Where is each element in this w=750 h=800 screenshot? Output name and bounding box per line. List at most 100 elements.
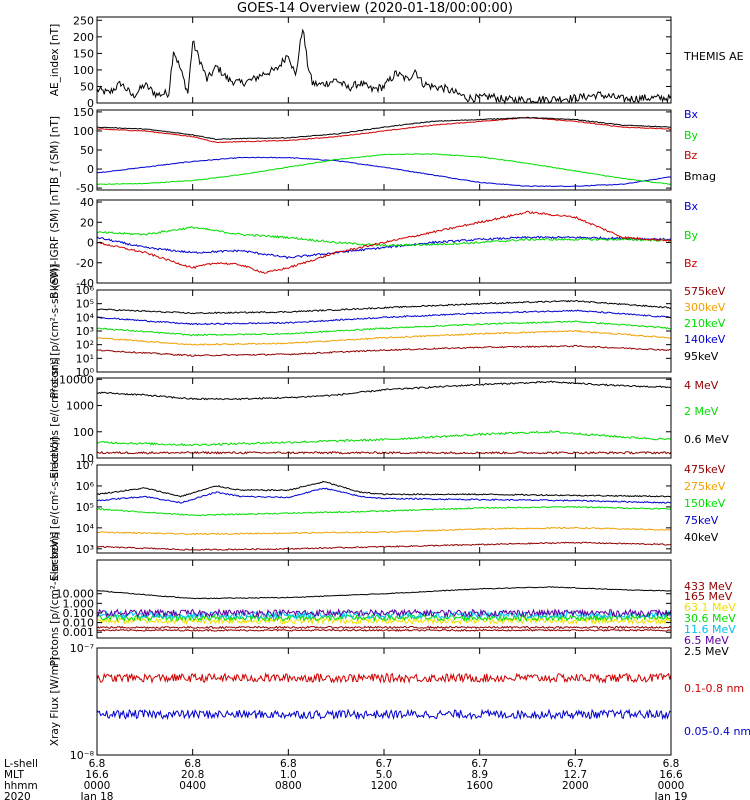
legend-entry: 575keV: [684, 285, 726, 298]
series-line: [96, 487, 672, 504]
y-axis-label: Protons [p/(cm²-s-sr-keV)]: [49, 264, 61, 399]
y-tick-label: 10⁻⁷: [70, 642, 94, 655]
series-line: [97, 344, 672, 357]
series-line: [96, 628, 672, 632]
legend-entry: 0.1-0.8 nm: [684, 682, 744, 695]
series-line: [96, 28, 672, 105]
panel-frame: [96, 16, 672, 104]
legend-entry: 165 MeV: [684, 590, 733, 603]
series-line: [96, 116, 671, 141]
legend-entry: 300keV: [684, 301, 726, 314]
legend-entry: By: [684, 229, 699, 242]
x-axis-tick-label: 16.6: [659, 769, 683, 781]
x-axis-tick-label: 2000: [562, 780, 589, 792]
y-axis-label: Electrons [e/(cm²-s-sr-keV)]: [49, 437, 61, 581]
y-tick-label: 100: [73, 125, 94, 138]
y-tick-label: 10⁴: [76, 311, 95, 324]
y-tick-label: 10⁵: [76, 501, 94, 514]
legend-entry: Bx: [684, 200, 699, 213]
x-axis-tick-label: 20.8: [181, 769, 204, 781]
x-axis-tick-label: 6.7: [567, 758, 584, 770]
x-axis-tick-label: 0800: [275, 780, 302, 792]
y-tick-label: 10⁴: [76, 522, 95, 535]
legend-entry: By: [684, 129, 699, 142]
y-tick-label: -40: [76, 277, 94, 290]
y-tick-label: 100: [73, 64, 94, 77]
legend-entry: 210keV: [684, 317, 726, 330]
series-line: [96, 320, 671, 337]
legend-entry: 40keV: [684, 531, 719, 544]
legend-entry: 0.05-0.4 nm: [684, 725, 750, 738]
legend-entry: Bz: [684, 149, 698, 162]
series-line: [96, 671, 672, 685]
y-tick-label: 10⁰: [76, 366, 95, 379]
y-axis-label: Protons [p/(cm²-s-sr-keV)]: [49, 532, 61, 667]
panel-frame: [96, 199, 672, 284]
series-line: [96, 608, 672, 619]
legend-entry: 2 MeV: [684, 405, 719, 418]
y-tick-label: 50: [80, 80, 94, 93]
x-axis-tick-label: 16.6: [85, 769, 109, 781]
y-axis-label: Electrons [e/(cm²-s-sr)]: [49, 357, 61, 478]
y-tick-label: 1.000: [63, 597, 95, 610]
y-tick-label: 100: [73, 426, 94, 439]
y-axis-label: Xray Flux [W/m²]: [49, 657, 61, 746]
panel-frame: [96, 559, 672, 639]
legend-entry: THEMIS AE: [683, 50, 744, 63]
y-axis-label: B (SM)-IGRF (SM) [nT]: [49, 184, 61, 299]
y-tick-label: 10⁶: [76, 284, 95, 297]
legend-entry: 30.6 MeV: [684, 612, 736, 625]
x-axis-tick-label: 6.8: [663, 758, 680, 770]
x-axis-row-label: MLT: [4, 769, 24, 781]
y-tick-label: 10³: [76, 543, 94, 556]
y-tick-label: 40: [80, 196, 94, 209]
x-axis-tick-label: 1.0: [280, 769, 297, 781]
x-axis-tick-label: 6.7: [471, 758, 488, 770]
y-tick-label: 150: [73, 106, 94, 119]
y-tick-label: 0: [87, 237, 94, 250]
legend-entry: 11.6 MeV: [684, 623, 736, 636]
y-tick-label: 50: [80, 144, 94, 157]
panel-frame: [96, 647, 672, 756]
y-tick-label: 10: [80, 452, 94, 465]
series-line: [96, 615, 672, 626]
x-axis-tick-label: 5.0: [376, 769, 393, 781]
x-axis-row-label: L-shell: [4, 758, 38, 770]
y-tick-label: 10⁵: [76, 298, 94, 311]
legend-entry: 140keV: [684, 333, 726, 346]
legend-entry: 95keV: [684, 350, 719, 363]
series-line: [96, 480, 672, 498]
y-tick-label: 0.100: [63, 607, 95, 620]
x-axis-tick-label: 6.8: [280, 758, 297, 770]
y-tick-label: 10³: [76, 325, 94, 338]
x-axis-tick-label: 12.7: [564, 769, 587, 781]
y-tick-label: 20: [80, 216, 94, 229]
legend-entry: 6.5 MeV: [684, 634, 729, 647]
legend-entry: 63.1 MeV: [684, 601, 736, 614]
y-tick-label: 10⁻⁸: [70, 749, 95, 762]
series-line: [96, 329, 672, 346]
x-axis-tick-label: 6.8: [89, 758, 106, 770]
y-tick-label: 200: [73, 31, 94, 44]
title: GOES-14 Overview (2020-01-18/00:00:00): [237, 1, 513, 16]
x-axis-row-label: hhmm: [4, 780, 38, 792]
legend-entry: 4 MeV: [684, 379, 719, 392]
y-tick-label: 10000: [59, 373, 94, 386]
y-tick-label: 0: [87, 163, 94, 176]
legend-entry: 150keV: [684, 497, 726, 510]
series-line: [96, 226, 672, 247]
series-line: [96, 116, 672, 144]
series-line: [96, 235, 672, 260]
legend-entry: 275keV: [684, 480, 726, 493]
legend-entry: 75keV: [684, 514, 719, 527]
series-line: [96, 210, 672, 274]
y-tick-label: 150: [73, 47, 94, 60]
legend-entry: Bmag: [684, 170, 716, 183]
x-axis-row-label: 2020: [4, 791, 31, 800]
panel-frame: [96, 464, 672, 554]
x-axis-tick-label: 6.7: [376, 758, 393, 770]
legend-entry: Bx: [684, 108, 699, 121]
x-axis-tick-label: Jan 19: [654, 791, 688, 800]
y-tick-label: 0.010: [63, 617, 95, 630]
legend-entry: 2.5 MeV: [684, 645, 729, 658]
